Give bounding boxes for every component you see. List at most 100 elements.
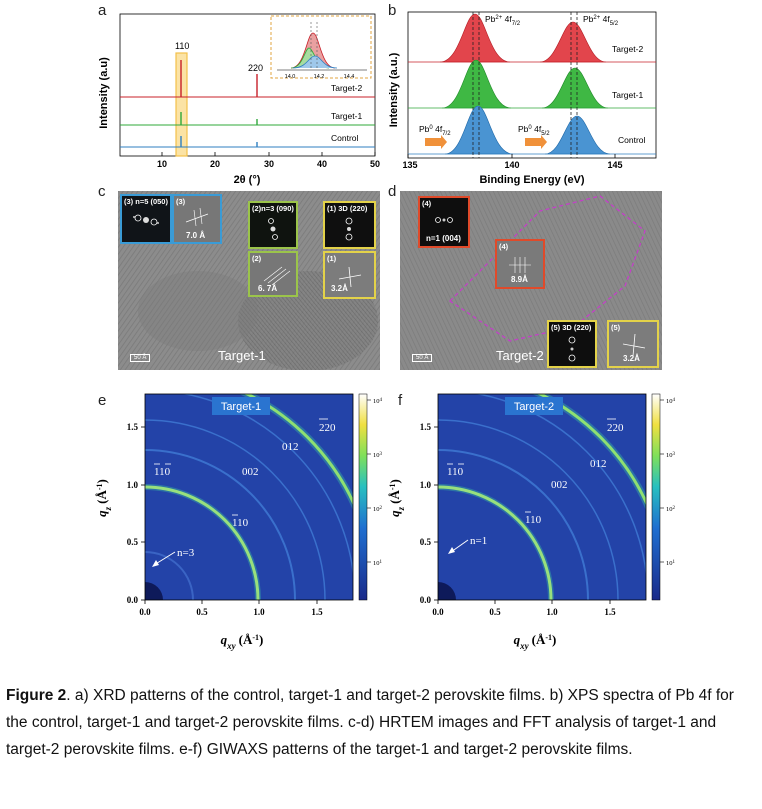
giwaxs-e-ring-012: 012 (282, 441, 299, 453)
xrd-peak-220-label: 220 (248, 63, 263, 73)
giwaxs-e-ytick-0: 0.0 (127, 595, 139, 605)
hrtem-image-target2: (4) n=1 (004) (4) 8.9Å (5) 3D (220) (5) … (400, 191, 662, 370)
giwaxs-f-xtick-3: 1.5 (604, 607, 616, 617)
giwaxs-target2: Target-2 220 012 002 110 110 n=1 0.0 0.5… (387, 393, 676, 651)
giwaxs-e-xtick-3: 1.5 (311, 607, 323, 617)
giwaxs-e-title-box (212, 397, 270, 415)
giwaxs-f-colorbar (651, 393, 661, 601)
giwaxs-e-xlabel: qxy (Å-1) (221, 632, 264, 651)
xrd-xtick-40: 40 (317, 159, 327, 169)
xps-xtick-140: 140 (504, 160, 519, 170)
giwaxs-e-cbar-1e1: 101 (373, 560, 383, 568)
xps-plot: Intensity (a.u.) Pb2+ 4f7/2 Pb2+ 4f5/2 P… (388, 11, 657, 186)
xps-ylabel: Intensity (a.u.) (388, 52, 400, 127)
fft-inset-4-value: n=1 (004) (426, 234, 461, 243)
giwaxs-e-ring-220: 220 (319, 422, 336, 434)
lattice-inset-4-value: 8.9Å (511, 275, 528, 284)
xps-xtick-145: 145 (607, 160, 622, 170)
xps-xlabel: Binding Energy (eV) (479, 174, 584, 186)
giwaxs-e-ytick-1: 0.5 (127, 537, 139, 547)
giwaxs-e-xtick-0: 0.0 (139, 607, 151, 617)
giwaxs-f-ytick-1: 0.5 (420, 537, 432, 547)
giwaxs-f-ytick-3: 1.5 (420, 422, 432, 432)
xrd-xtick-10: 10 (157, 159, 167, 169)
giwaxs-f-cbar-1e4: 104 (666, 398, 676, 406)
xrd-110-highlight (175, 52, 188, 157)
lattice-inset-2-label: (2) (252, 254, 262, 263)
xrd-xtick-20: 20 (210, 159, 220, 169)
giwaxs-f-ring-110-b: 110 (525, 514, 542, 526)
xrd-peak-110-label: 110 (175, 41, 189, 51)
lattice-inset-5-value: 3.2Å (623, 354, 640, 363)
panel-label-e: e (98, 392, 107, 409)
xps-pb0-4f72-label: Pb0 4f7/2 (419, 124, 451, 137)
xps-pb2-4f52-label: Pb2+ 4f5/2 (583, 14, 619, 27)
giwaxs-f-ring-220: 220 (607, 422, 624, 434)
xrd-inset (270, 15, 372, 79)
giwaxs-f-ytick-0: 0.0 (420, 595, 432, 605)
xrd-series-target2: Target-2 (331, 83, 362, 93)
giwaxs-f-xlabel: qxy (Å-1) (514, 632, 557, 651)
giwaxs-f-n-label: n=1 (470, 535, 487, 547)
xps-series-target1: Target-1 (612, 90, 643, 100)
hrtem-d-region-outline (448, 195, 646, 342)
lattice-inset-3-label: (3) (176, 197, 186, 206)
giwaxs-e-xtick-2: 1.0 (253, 607, 265, 617)
giwaxs-e-title: Target-1 (221, 401, 261, 413)
giwaxs-e-xtick-1: 0.5 (196, 607, 208, 617)
xps-pb0-arrow-1 (425, 135, 447, 149)
giwaxs-f-cbar-1e2: 102 (666, 506, 676, 514)
giwaxs-f-title-box (505, 397, 563, 415)
lattice-inset-1: (1) 3.2Å (323, 251, 376, 299)
xps-pb2-4f72-label: Pb2+ 4f7/2 (485, 14, 521, 27)
giwaxs-f-ring-012: 012 (590, 458, 607, 470)
xrd-xlabel: 2θ (°) (234, 174, 261, 186)
fft-inset-3-label: (3) n=5 (050) (124, 197, 168, 206)
giwaxs-e-cbar-1e2: 102 (373, 506, 383, 514)
fft-inset-2-label: (2)n=3 (090) (252, 204, 294, 213)
fft-inset-1-label: (1) 3D (220) (327, 204, 368, 213)
lattice-inset-4-label: (4) (499, 242, 509, 251)
panel-label-f: f (398, 392, 403, 409)
fft-inset-5-label: (5) 3D (220) (551, 323, 592, 332)
giwaxs-f-ring-110-a: 110 (447, 466, 464, 478)
xrd-xtick-50: 50 (370, 159, 380, 169)
giwaxs-e-ring-110-a: 110 (154, 466, 171, 478)
caption-text: . a) XRD patterns of the control, target… (6, 687, 734, 758)
lattice-inset-1-value: 3.2Å (331, 284, 348, 293)
fft-inset-5: (5) 3D (220) (547, 320, 597, 368)
lattice-inset-5-label: (5) (611, 323, 621, 332)
lattice-inset-4: (4) 8.9Å (495, 239, 545, 289)
giwaxs-e-colorbar (358, 393, 368, 601)
giwaxs-f-arrow (450, 539, 469, 553)
xrd-series-control: Control (331, 133, 359, 143)
lattice-inset-1-label: (1) (327, 254, 337, 263)
scale-bar-d: 50 Å (412, 354, 433, 362)
xrd-inset-tick-0: 14.0 (285, 74, 296, 80)
xrd-inset-tick-1: 14.2 (314, 74, 325, 80)
giwaxs-e-ylabel: qz(Å-1) (94, 479, 113, 517)
lattice-inset-3-value: 7.0 Å (186, 231, 206, 240)
giwaxs-f-cbar-1e3: 103 (666, 452, 676, 460)
giwaxs-f-xtick-1: 0.5 (489, 607, 501, 617)
xps-series-control: Control (618, 135, 646, 145)
giwaxs-e-ring-002: 002 (242, 466, 259, 478)
giwaxs-f-cbar-1e1: 101 (666, 560, 676, 568)
giwaxs-f-xtick-2: 1.0 (546, 607, 558, 617)
giwaxs-e-ytick-2: 1.0 (127, 480, 139, 490)
lattice-inset-2: (2) 6. 7Å (248, 251, 298, 297)
xps-xtick-135: 135 (402, 160, 417, 170)
panel-label-b: b (388, 2, 397, 19)
fft-inset-1: (1) 3D (220) (323, 201, 376, 249)
caption-figure-number: Figure 2 (6, 687, 67, 704)
giwaxs-e-ytick-3: 1.5 (127, 422, 139, 432)
panel-label-d: d (388, 183, 397, 200)
hrtem-sample-label-c: Target-1 (218, 348, 266, 363)
figure-caption: Figure 2. a) XRD patterns of the control… (6, 682, 758, 763)
fft-inset-2: (2)n=3 (090) (248, 201, 298, 249)
lattice-inset-5: (5) 3.2Å (607, 320, 659, 368)
giwaxs-f-ring-002: 002 (551, 479, 568, 491)
xrd-series-target1: Target-1 (331, 111, 362, 121)
giwaxs-e-cbar-1e4: 104 (373, 398, 383, 406)
scale-bar-c: 50 Å (130, 354, 151, 362)
